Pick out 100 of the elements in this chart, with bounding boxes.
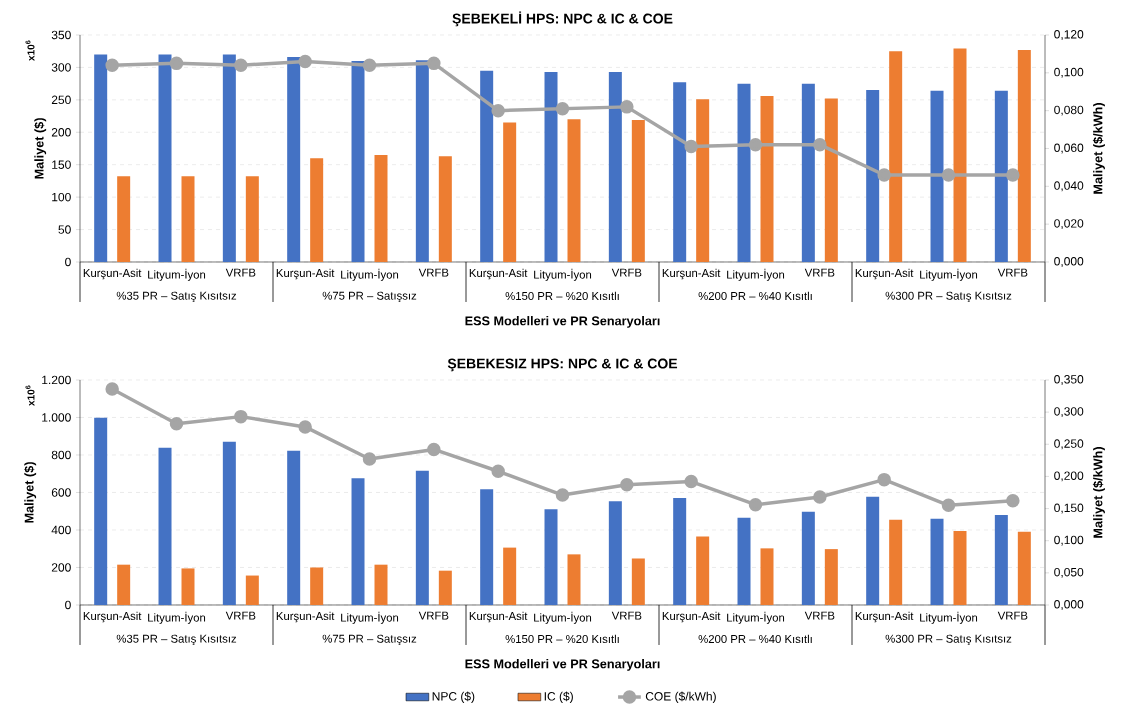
bar	[696, 536, 710, 605]
y-tick-label: 250	[51, 95, 71, 105]
x-tick-label: Lityum-İyon	[727, 611, 785, 624]
bar	[673, 82, 687, 262]
y2-tick-label: 0,250	[1054, 439, 1084, 450]
x-tick-label: Lityum-İyon	[920, 268, 978, 281]
bar	[480, 70, 494, 262]
bar	[415, 60, 429, 262]
point	[877, 168, 891, 182]
bar	[222, 441, 236, 605]
bar	[480, 489, 494, 605]
bar	[866, 90, 880, 262]
y-tick-label: 400	[51, 525, 71, 535]
point	[748, 137, 763, 152]
bar	[287, 57, 301, 262]
bar	[374, 154, 388, 262]
y2-tick-label: 0,120	[1054, 30, 1084, 40]
bar	[608, 501, 622, 605]
point	[684, 474, 698, 489]
bar	[631, 119, 645, 262]
point	[105, 58, 119, 73]
x-tick-label: Kurşun-Asit	[855, 611, 914, 623]
point	[105, 382, 119, 396]
point	[169, 416, 184, 431]
bar	[801, 511, 815, 605]
x-tick-label: Lityum-İyon	[727, 268, 785, 281]
y2-tick-label: 0,080	[1054, 105, 1084, 116]
legend-label: COE ($/kWh)	[645, 691, 716, 703]
point	[491, 103, 505, 118]
x-tick-label: Lityum-İyon	[341, 611, 399, 624]
x-tick-label: VRFB	[225, 268, 256, 277]
text: %35 PR – Satış Kısıtsız	[116, 291, 237, 303]
bar	[567, 119, 581, 262]
x-tick-label: Kurşun-Asit	[662, 268, 721, 280]
point	[1006, 168, 1020, 182]
y-tick-label: 150	[52, 160, 71, 169]
bar	[287, 450, 301, 605]
bar	[994, 514, 1008, 605]
text: %75 PR – Satışsız	[322, 291, 417, 303]
bar	[737, 517, 751, 605]
bar	[181, 176, 195, 262]
bar	[94, 417, 108, 605]
bar	[310, 158, 324, 262]
y-tick-label: 100	[52, 192, 71, 202]
point	[234, 409, 248, 424]
bar	[415, 470, 429, 605]
y2-tick-label: 0,000	[1054, 600, 1084, 610]
bar	[930, 518, 944, 605]
legend-label: IC ($)	[544, 691, 573, 703]
point	[491, 464, 505, 479]
point	[620, 100, 634, 114]
bar	[222, 54, 236, 262]
y2-tick-label: 0,060	[1054, 143, 1084, 154]
x-axis-title: ESS Modelleri ve PR Senaryoları	[465, 659, 660, 671]
bar	[117, 564, 131, 605]
point	[813, 490, 827, 504]
y-tick-label: 200	[51, 128, 71, 137]
bar	[374, 564, 388, 605]
y2-tick-label: 0,000	[1054, 257, 1084, 267]
bar	[503, 547, 517, 605]
y2-axis-title: Maliyet ($/kWh)	[1092, 103, 1105, 194]
x-tick-label: Lityum-İyon	[534, 611, 592, 624]
x-tick-label: VRFB	[418, 611, 449, 620]
bar	[245, 575, 259, 605]
point	[813, 137, 827, 152]
bar	[544, 71, 558, 262]
chart-title: ŞEBEKELİ HPS: NPC & IC & COE	[452, 11, 673, 27]
bar	[310, 567, 324, 605]
bar	[930, 90, 944, 262]
bar	[760, 548, 774, 605]
bar	[801, 83, 815, 262]
y-tick-label: 50	[58, 225, 71, 234]
x-tick-label: Kurşun-Asit	[662, 611, 721, 623]
x-tick-label: Lityum-İyon	[534, 268, 592, 281]
bar	[567, 554, 581, 605]
point	[298, 420, 312, 434]
bar	[994, 90, 1008, 262]
bar	[503, 122, 517, 262]
x-tick-label: Lityum-İyon	[341, 268, 399, 281]
bar	[117, 176, 131, 262]
point	[555, 102, 570, 116]
bar	[737, 83, 751, 262]
bar	[158, 54, 172, 262]
y-tick-label: 600	[51, 488, 71, 497]
bar	[608, 71, 622, 262]
y-tick-label: 300	[51, 63, 71, 72]
bar	[824, 98, 838, 262]
point	[941, 168, 956, 182]
bar	[1017, 531, 1031, 605]
text: %35 PR – Satış Kısıtsız	[116, 634, 237, 646]
y2-tick-label: 0,050	[1054, 567, 1084, 578]
text: %300 PR – Satış Kısıtsız	[885, 291, 1012, 303]
y2-tick-label: 0,040	[1054, 181, 1084, 192]
x-tick-label: Lityum-İyon	[148, 268, 206, 281]
bar	[181, 568, 195, 605]
x-tick-label: Kurşun-Asit	[855, 268, 914, 280]
bar	[245, 176, 259, 262]
point	[877, 472, 891, 487]
y-tick-label: 800	[51, 450, 71, 460]
y-tick-label: 0	[65, 257, 71, 267]
